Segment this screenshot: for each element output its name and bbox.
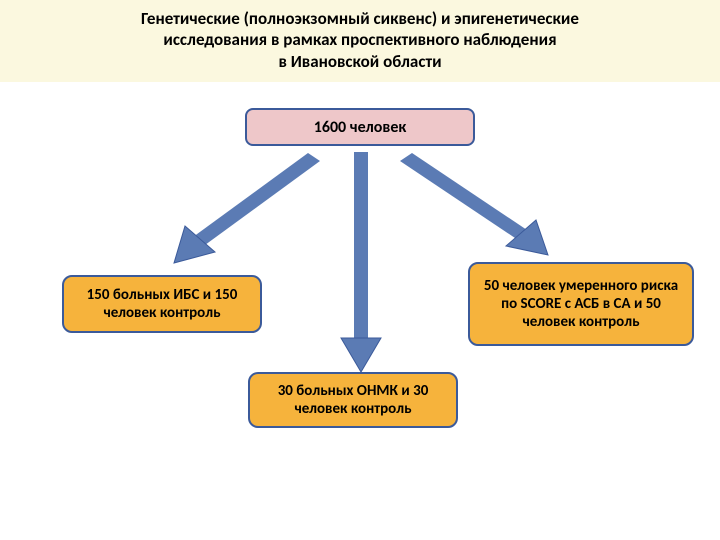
leaf-node-right: 50 человек умеренного риска по SCORE с А… [468,262,694,346]
leaf-right-label: 50 человек умеренного риска по SCORE с А… [480,277,682,331]
title-line-2: исследования в рамках проспективного наб… [163,29,556,50]
title-line-1: Генетические (полноэкзомный сиквенс) и э… [141,8,579,29]
leaf-bottom-label: 30 больных ОНМК и 30 человек контроль [260,382,446,418]
root-node: 1600 человек [245,108,475,146]
arrow-middle-icon [336,150,386,375]
title-line-3: в Ивановской области [278,51,441,72]
leaf-left-label: 150 больных ИБС и 150 человек контроль [74,286,250,322]
root-label: 1600 человек [314,118,407,137]
leaf-node-bottom: 30 больных ОНМК и 30 человек контроль [248,372,458,428]
title-banner: Генетические (полноэкзомный сиквенс) и э… [0,0,720,82]
leaf-node-left: 150 больных ИБС и 150 человек контроль [62,275,262,333]
arrow-left-icon [160,150,330,280]
arrow-right-icon [390,150,570,270]
